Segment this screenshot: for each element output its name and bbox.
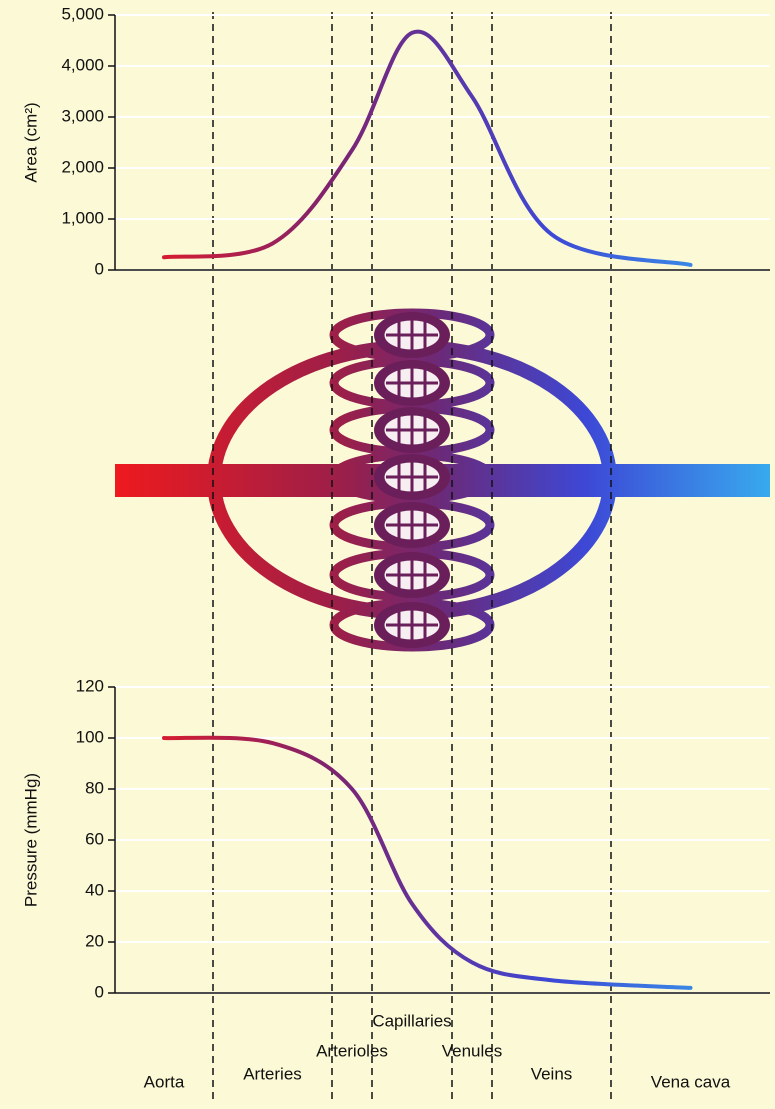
capillary-net [386, 462, 438, 492]
data-line [162, 29, 693, 267]
y-tick-label: 100 [76, 727, 104, 746]
y-tick-label: 40 [85, 880, 104, 899]
y-axis-title: Pressure (mmHg) [21, 773, 40, 907]
vessel-diagram [115, 308, 770, 652]
segment-label: Capillaries [372, 1011, 451, 1030]
y-tick-label: 4,000 [61, 55, 104, 74]
y-axis-title: Area (cm²) [21, 102, 40, 182]
segment-label: Venules [442, 1041, 503, 1060]
y-tick-label: 80 [85, 778, 104, 797]
segment-label: Arterioles [316, 1041, 388, 1060]
y-tick-label: 60 [85, 829, 104, 848]
segment-label: Aorta [144, 1072, 185, 1091]
capillary-net [386, 610, 438, 640]
y-tick-label: 3,000 [61, 106, 104, 125]
y-tick-label: 2,000 [61, 157, 104, 176]
y-tick-label: 120 [76, 676, 104, 695]
capillary-beds [374, 312, 450, 648]
y-tick-label: 20 [85, 931, 104, 950]
capillary-net [386, 368, 438, 398]
y-tick-label: 1,000 [61, 208, 104, 227]
y-tick-label: 0 [95, 982, 104, 1001]
capillary-net [386, 560, 438, 590]
capillary-net [386, 320, 438, 350]
data-line [162, 735, 693, 990]
y-tick-label: 5,000 [61, 4, 104, 23]
segment-label: Veins [531, 1064, 573, 1083]
charts: 0 1,000 2,000 3,000 4,000 5,000 Area (cm²) 0 20 4… [21, 4, 770, 1102]
segment-label: Arteries [243, 1064, 302, 1083]
capillary-net [386, 510, 438, 540]
y-tick-label: 0 [95, 259, 104, 278]
capillary-net [386, 415, 438, 445]
segment-label: Vena cava [651, 1072, 731, 1091]
